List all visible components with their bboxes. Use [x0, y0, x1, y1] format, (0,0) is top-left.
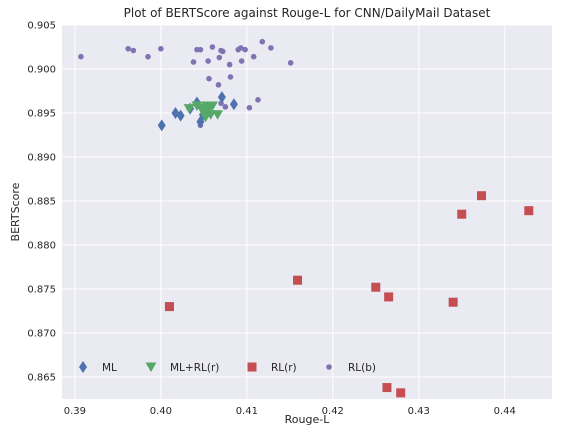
x-tick-label: 0.43: [408, 406, 430, 417]
data-point: [382, 383, 392, 393]
data-point: [219, 48, 226, 55]
data-point: [242, 46, 248, 53]
y-tick-label: 0.905: [27, 21, 56, 32]
data-point: [206, 75, 212, 82]
data-point: [190, 59, 197, 65]
data-point: [477, 191, 487, 201]
data-point: [287, 60, 294, 66]
data-point: [191, 101, 203, 111]
data-point: [130, 47, 137, 54]
x-tick-label: 0.39: [64, 406, 86, 417]
data-point: [384, 292, 394, 302]
data-point: [222, 104, 229, 110]
data-point: [125, 45, 131, 52]
y-tick-label: 0.880: [27, 241, 56, 252]
data-point: [238, 45, 244, 51]
data-point: [217, 91, 226, 104]
legend-marker: [326, 364, 332, 370]
data-point: [145, 53, 151, 60]
data-point: [197, 46, 204, 53]
x-tick-label: 0.44: [494, 406, 516, 417]
data-point: [259, 38, 266, 45]
y-tick-label: 0.865: [27, 373, 56, 384]
data-point: [212, 110, 224, 120]
data-point: [158, 45, 164, 52]
data-point: [205, 58, 211, 64]
data-point: [396, 388, 406, 398]
y-tick-label: 0.885: [27, 197, 56, 208]
data-point: [200, 112, 212, 123]
data-point: [226, 61, 233, 68]
data-point: [238, 58, 245, 64]
y-tick-label: 0.900: [27, 65, 56, 76]
legend-label: ML+RL(r): [170, 362, 219, 374]
data-point: [229, 98, 238, 111]
x-axis-title: Rouge-L: [285, 413, 331, 426]
data-point: [268, 45, 274, 51]
data-point: [216, 54, 223, 61]
plot-background: [62, 25, 552, 399]
data-point: [524, 206, 534, 216]
legend-marker: [79, 361, 87, 373]
series-ml-rl-r-: [183, 101, 224, 123]
data-point: [215, 82, 222, 88]
grid-lines: [62, 24, 552, 399]
y-tick-label: 0.890: [27, 153, 56, 164]
data-point: [255, 97, 261, 103]
x-tick-label: 0.41: [236, 406, 258, 417]
data-point: [293, 275, 303, 285]
legend-label: RL(r): [271, 362, 297, 374]
data-point: [78, 53, 84, 60]
legend-label: ML: [102, 362, 117, 374]
y-tick-label: 0.895: [27, 109, 56, 120]
y-tick-label: 0.875: [27, 285, 56, 296]
chart-title: Plot of BERTScore against Rouge-L for CN…: [124, 6, 491, 20]
data-point: [157, 119, 166, 132]
data-point: [246, 104, 253, 111]
legend-label: RL(b): [348, 362, 376, 374]
y-tick-label: 0.870: [27, 329, 56, 340]
y-axis-title: BERTScore: [9, 182, 22, 241]
data-point: [183, 104, 195, 114]
legend: ML ML+RL(r) RL(r) RL(b): [79, 361, 376, 374]
data-point: [250, 53, 257, 60]
data-point: [205, 110, 217, 120]
x-tick-label: 0.40: [150, 406, 172, 417]
data-point: [206, 101, 218, 111]
data-point: [457, 209, 467, 219]
legend-marker: [247, 362, 257, 372]
data-point: [209, 44, 216, 50]
data-point: [227, 74, 234, 80]
x-tick-label: 0.42: [322, 406, 344, 417]
data-point: [176, 109, 185, 122]
data-point: [371, 282, 381, 292]
data-point: [448, 297, 458, 307]
legend-marker: [145, 362, 157, 372]
series-rl-b-: [78, 38, 294, 129]
data-point: [164, 302, 174, 312]
series-rl-r-: [164, 191, 534, 398]
